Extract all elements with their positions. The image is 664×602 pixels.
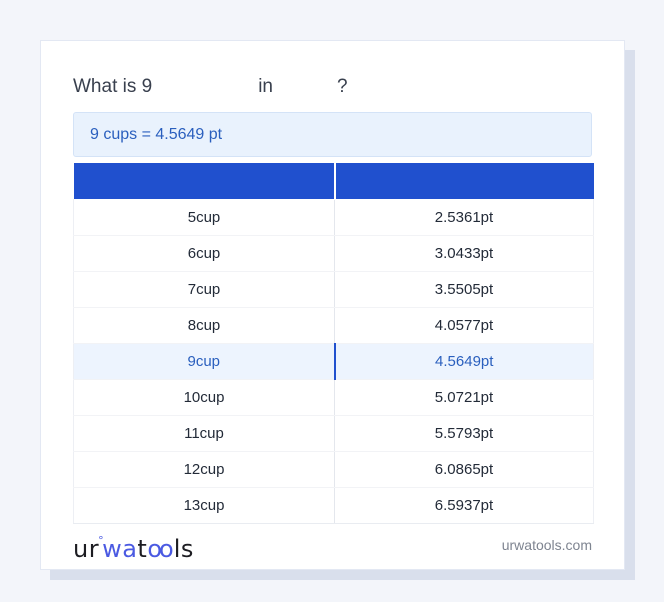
cell-to: 4.5649pt <box>333 343 594 380</box>
table-row[interactable]: 7cup 3.5505pt <box>73 271 594 308</box>
cell-from: 6cup <box>73 235 335 272</box>
result-box: 9 cups = 4.5649 pt <box>73 112 592 157</box>
logo-text-oo: oo <box>147 535 173 563</box>
cell-from: 7cup <box>73 271 335 308</box>
logo-text-wa: wa <box>102 535 138 563</box>
question-prefix: What is 9 <box>73 76 153 97</box>
header-cell-from <box>73 163 335 199</box>
cell-to: 4.0577pt <box>334 307 594 344</box>
cell-from: 11cup <box>73 415 335 452</box>
cell-to: 5.5793pt <box>334 415 594 452</box>
logo-text-ls: ls <box>173 535 194 563</box>
cell-to: 6.5937pt <box>334 487 594 524</box>
table-header-row <box>73 163 594 199</box>
cell-to: 3.5505pt <box>334 271 594 308</box>
question-connector: in <box>258 76 273 97</box>
table-row[interactable]: 13cup 6.5937pt <box>73 487 594 524</box>
table-row[interactable]: 12cup 6.0865pt <box>73 451 594 488</box>
cell-from: 9cup <box>73 343 335 380</box>
logo-text-t: t <box>137 535 148 563</box>
cell-to: 5.0721pt <box>334 379 594 416</box>
question-heading: What is 9 in? <box>73 75 592 99</box>
header-cell-to <box>333 163 594 199</box>
cell-to: 3.0433pt <box>334 235 594 272</box>
question-mark: ? <box>337 76 348 97</box>
logo-degree-mark: ° <box>98 534 105 547</box>
card-footer: ur°watoo ls urwatools.com <box>41 521 624 569</box>
table-row[interactable]: 5cup 2.5361pt <box>73 199 594 236</box>
cell-from: 5cup <box>73 199 335 236</box>
result-text: 9 cups = 4.5649 pt <box>90 126 223 143</box>
cell-to: 6.0865pt <box>334 451 594 488</box>
cell-from: 13cup <box>73 487 335 524</box>
site-url: urwatools.com <box>501 537 592 553</box>
cell-from: 8cup <box>73 307 335 344</box>
table-row[interactable]: 6cup 3.0433pt <box>73 235 594 272</box>
cell-from: 10cup <box>73 379 335 416</box>
cell-to: 2.5361pt <box>334 199 594 236</box>
urwatools-logo[interactable]: ur°watoo ls <box>73 526 194 564</box>
logo-text-ur: ur <box>73 535 100 563</box>
table-row-current[interactable]: 9cup 4.5649pt <box>73 343 594 380</box>
table-row[interactable]: 11cup 5.5793pt <box>73 415 594 452</box>
conversion-table: 5cup 2.5361pt 6cup 3.0433pt 7cup 3.5505p… <box>73 163 594 524</box>
cell-from: 12cup <box>73 451 335 488</box>
converter-card: What is 9 in? 9 cups = 4.5649 pt 5cup 2.5… <box>40 40 625 570</box>
table-row[interactable]: 8cup 4.0577pt <box>73 307 594 344</box>
table-row[interactable]: 10cup 5.0721pt <box>73 379 594 416</box>
